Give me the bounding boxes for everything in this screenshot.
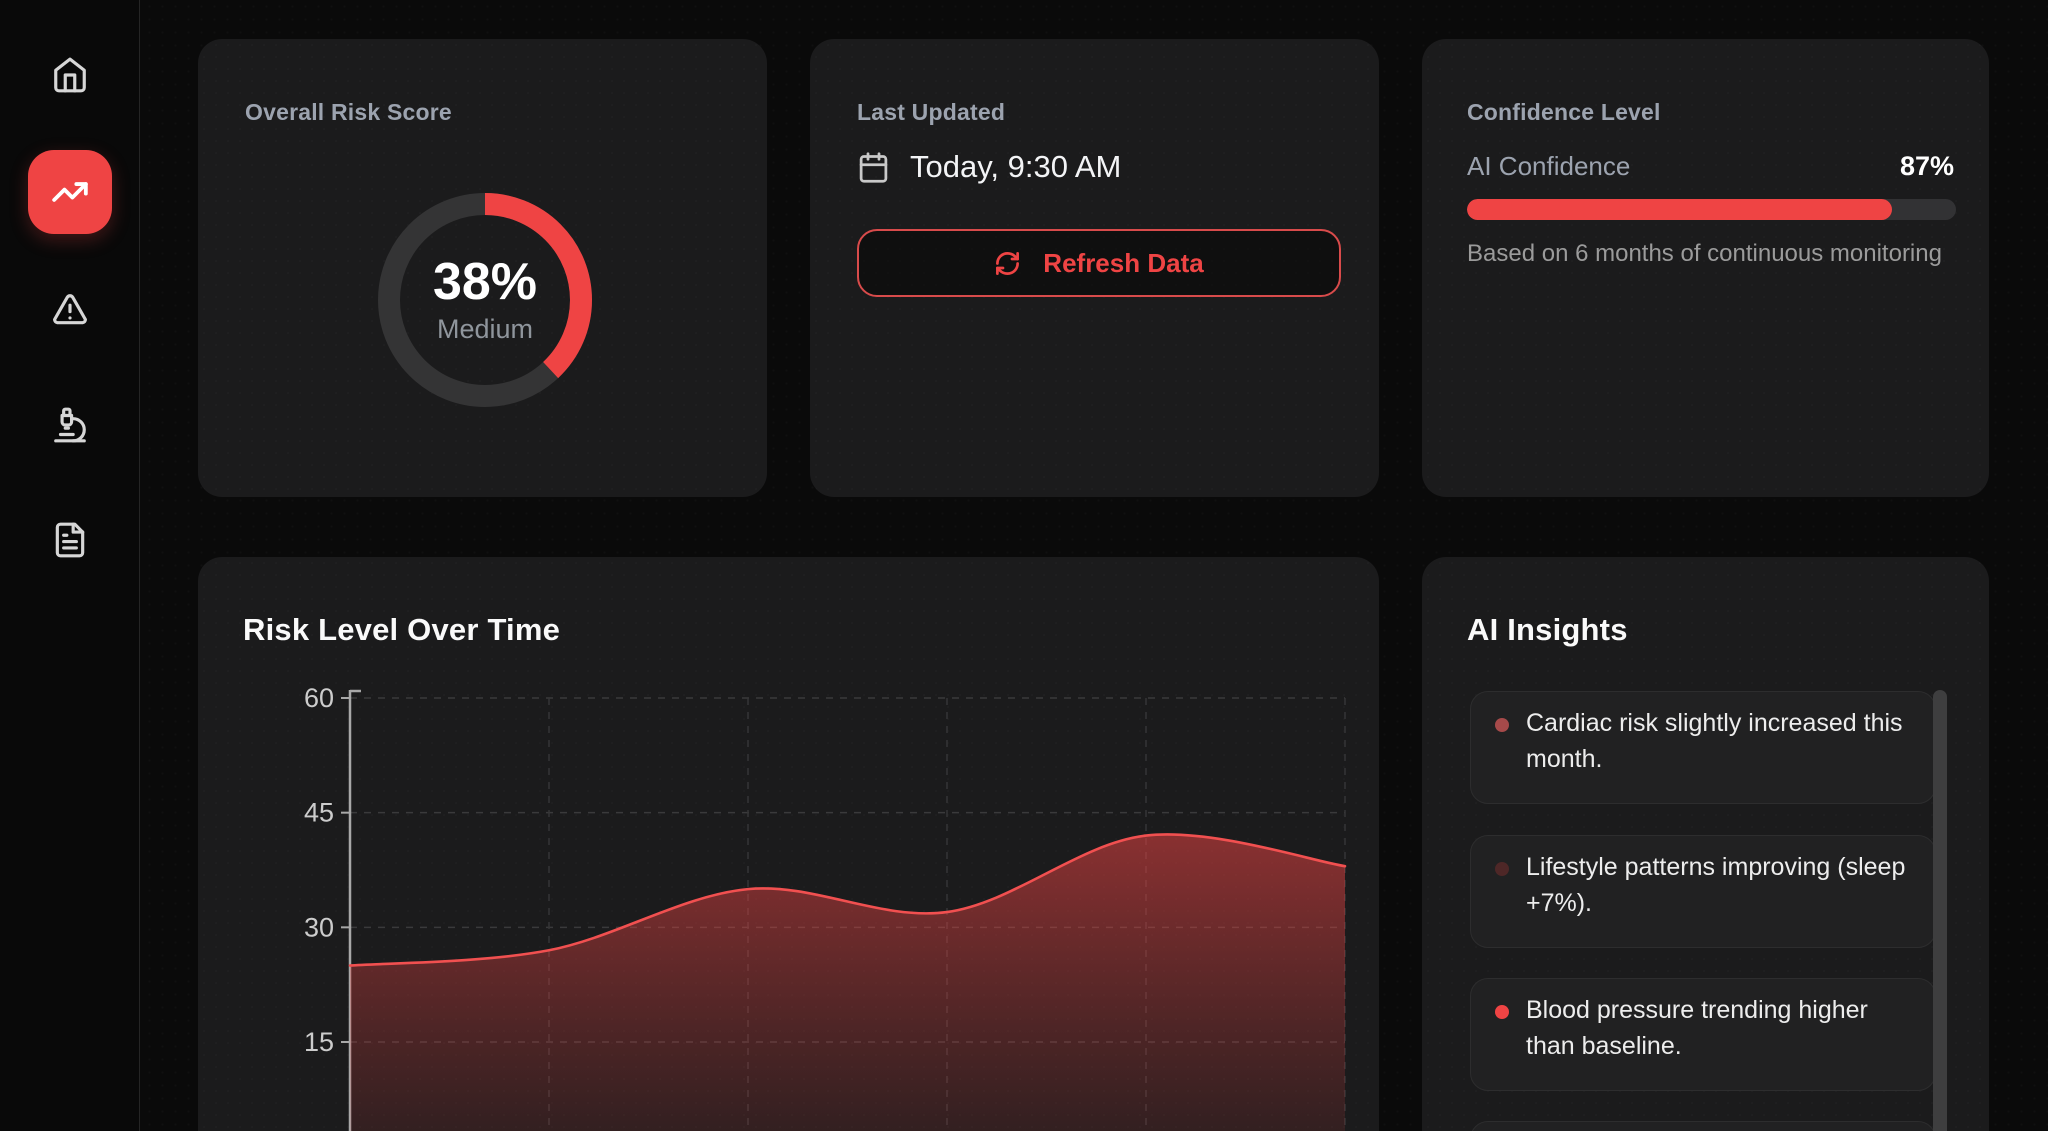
last-updated-card: Last Updated Today, 9:30 AM Refresh Data xyxy=(810,39,1379,497)
insight-item-partial xyxy=(1470,1121,1936,1131)
refresh-button-label: Refresh Data xyxy=(1043,247,1204,278)
sidebar xyxy=(0,0,140,1131)
y-axis-tick-label: 45 xyxy=(304,798,334,828)
ai-insights-card: AI Insights Cardiac risk slightly increa… xyxy=(1422,557,1989,1131)
insight-dot xyxy=(1495,862,1509,876)
donut-center: 38% Medium xyxy=(377,192,593,408)
microscope-icon xyxy=(54,407,86,443)
file-text-icon xyxy=(55,522,85,558)
refresh-icon xyxy=(996,251,1020,275)
insight-item: Blood pressure trending higher than base… xyxy=(1470,978,1936,1091)
y-axis-tick-label: 60 xyxy=(304,683,334,713)
sidebar-item-lab[interactable] xyxy=(28,383,112,467)
confidence-metric-value: 87% xyxy=(1899,151,1954,181)
insight-dot xyxy=(1495,1005,1509,1019)
risk-score-value: 38% xyxy=(432,253,538,312)
insight-text: Blood pressure trending higher than base… xyxy=(1526,996,1868,1060)
risk-score-donut: 38% Medium xyxy=(377,192,593,408)
confidence-card: Confidence Level AI Confidence 87% Based… xyxy=(1422,39,1989,497)
risk-score-card: Overall Risk Score 38% Medium xyxy=(198,39,767,497)
ai-insights-title: AI Insights xyxy=(1467,612,1628,647)
calendar-icon xyxy=(859,151,888,183)
confidence-caption: Based on 6 months of continuous monitori… xyxy=(1467,240,1942,267)
sidebar-item-alerts[interactable] xyxy=(28,268,112,352)
insight-item: Lifestyle patterns improving (sleep +7%)… xyxy=(1470,835,1936,948)
timestamp-row: Today, 9:30 AM xyxy=(857,149,1121,185)
last-updated-timestamp: Today, 9:30 AM xyxy=(910,149,1122,184)
trending-up-icon xyxy=(52,182,88,202)
confidence-metric-label: AI Confidence xyxy=(1467,151,1631,181)
risk-chart-card: Risk Level Over Time 60 45 30 15 xyxy=(198,557,1379,1131)
risk-level-area-chart: 60 45 30 15 xyxy=(304,683,1347,1131)
risk-chart-title: Risk Level Over Time xyxy=(243,612,561,647)
insight-dot xyxy=(1495,718,1509,732)
sidebar-item-home[interactable] xyxy=(28,33,112,117)
insight-text: Lifestyle patterns improving (sleep +7%)… xyxy=(1526,853,1906,917)
risk-score-title: Overall Risk Score xyxy=(245,99,452,125)
y-axis-tick-label: 15 xyxy=(304,1027,334,1057)
confidence-progress-track xyxy=(1467,199,1956,220)
insight-item: Cardiac risk slightly increased this mon… xyxy=(1470,691,1936,804)
sidebar-item-trends[interactable] xyxy=(28,150,112,234)
sidebar-item-reports[interactable] xyxy=(28,498,112,582)
insights-scrollbar[interactable] xyxy=(1933,690,1947,1131)
risk-score-label: Medium xyxy=(436,313,534,344)
confidence-progress-fill xyxy=(1467,199,1893,220)
refresh-data-button[interactable]: Refresh Data xyxy=(857,229,1341,297)
y-axis-tick-label: 30 xyxy=(304,912,334,942)
confidence-title: Confidence Level xyxy=(1467,99,1661,125)
last-updated-title: Last Updated xyxy=(857,99,1006,125)
donut-gauge xyxy=(378,193,592,407)
alert-triangle-icon xyxy=(53,294,87,325)
confidence-metric-row: AI Confidence 87% xyxy=(1467,151,1954,182)
insight-text: Cardiac risk slightly increased this mon… xyxy=(1526,709,1903,773)
home-icon xyxy=(54,57,86,93)
